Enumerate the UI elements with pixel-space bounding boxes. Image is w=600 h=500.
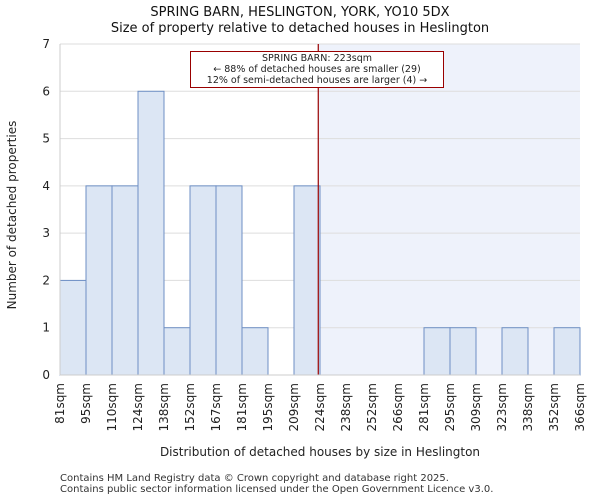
x-tick-label: 352sqm bbox=[547, 383, 561, 431]
annotation-line-1: SPRING BARN: 223sqm bbox=[262, 53, 372, 64]
x-tick-label: 338sqm bbox=[521, 383, 535, 431]
footer-line-2: Contains public sector information licen… bbox=[60, 484, 494, 495]
x-tick-label: 110sqm bbox=[105, 383, 119, 431]
histogram-bar bbox=[59, 279, 87, 376]
y-tick-label: 4 bbox=[42, 179, 50, 193]
x-tick-label: 238sqm bbox=[339, 383, 353, 431]
footer-line-1: Contains HM Land Registry data © Crown c… bbox=[60, 473, 449, 484]
y-tick-label: 0 bbox=[42, 368, 50, 382]
y-tick-label: 1 bbox=[42, 321, 50, 335]
x-tick-label: 152sqm bbox=[183, 383, 197, 431]
x-tick-label: 323sqm bbox=[495, 383, 509, 431]
x-tick-label: 309sqm bbox=[469, 383, 483, 431]
y-tick-label: 6 bbox=[42, 84, 50, 98]
histogram-bar bbox=[423, 327, 451, 376]
x-tick-label: 366sqm bbox=[573, 383, 587, 431]
x-tick-label: 95sqm bbox=[79, 383, 93, 424]
x-tick-label: 224sqm bbox=[313, 383, 327, 431]
chart-title: SPRING BARN, HESLINGTON, YORK, YO10 5DX bbox=[150, 5, 450, 20]
histogram-bar bbox=[553, 327, 581, 376]
y-tick-label: 2 bbox=[42, 273, 50, 287]
histogram-bar bbox=[215, 185, 243, 376]
histogram-bar bbox=[137, 90, 165, 376]
y-tick-label: 7 bbox=[42, 37, 50, 51]
x-tick-label: 195sqm bbox=[261, 383, 275, 431]
x-tick-label: 252sqm bbox=[365, 383, 379, 431]
histogram-bar bbox=[449, 327, 477, 376]
property-annotation-box: SPRING BARN: 223sqm ← 88% of detached ho… bbox=[190, 51, 444, 88]
histogram-bar bbox=[293, 185, 321, 376]
histogram-bar bbox=[501, 327, 529, 376]
x-tick-label: 81sqm bbox=[53, 383, 67, 424]
y-tick-label: 3 bbox=[42, 226, 50, 240]
chart-subtitle: Size of property relative to detached ho… bbox=[110, 21, 490, 36]
x-tick-label: 295sqm bbox=[443, 383, 457, 431]
histogram-bar bbox=[163, 327, 191, 376]
x-tick-label: 167sqm bbox=[209, 383, 223, 431]
x-tick-label: 181sqm bbox=[235, 383, 249, 431]
annotation-line-3: 12% of semi-detached houses are larger (… bbox=[206, 75, 428, 86]
y-tick-label: 5 bbox=[42, 132, 50, 146]
x-tick-label: 138sqm bbox=[157, 383, 171, 431]
x-tick-label: 209sqm bbox=[287, 383, 301, 431]
annotation-line-2: ← 88% of detached houses are smaller (29… bbox=[213, 64, 421, 75]
y-axis-label: Number of detached properties bbox=[5, 120, 19, 310]
larger-region-shade bbox=[318, 44, 580, 375]
histogram-bar bbox=[111, 185, 139, 376]
histogram-bar bbox=[85, 185, 113, 376]
x-tick-label: 124sqm bbox=[131, 383, 145, 431]
histogram-bar bbox=[241, 327, 269, 376]
x-axis-label: Distribution of detached houses by size … bbox=[159, 445, 481, 459]
x-tick-label: 281sqm bbox=[417, 383, 431, 431]
x-tick-label: 266sqm bbox=[391, 383, 405, 431]
histogram-bar bbox=[189, 185, 217, 376]
